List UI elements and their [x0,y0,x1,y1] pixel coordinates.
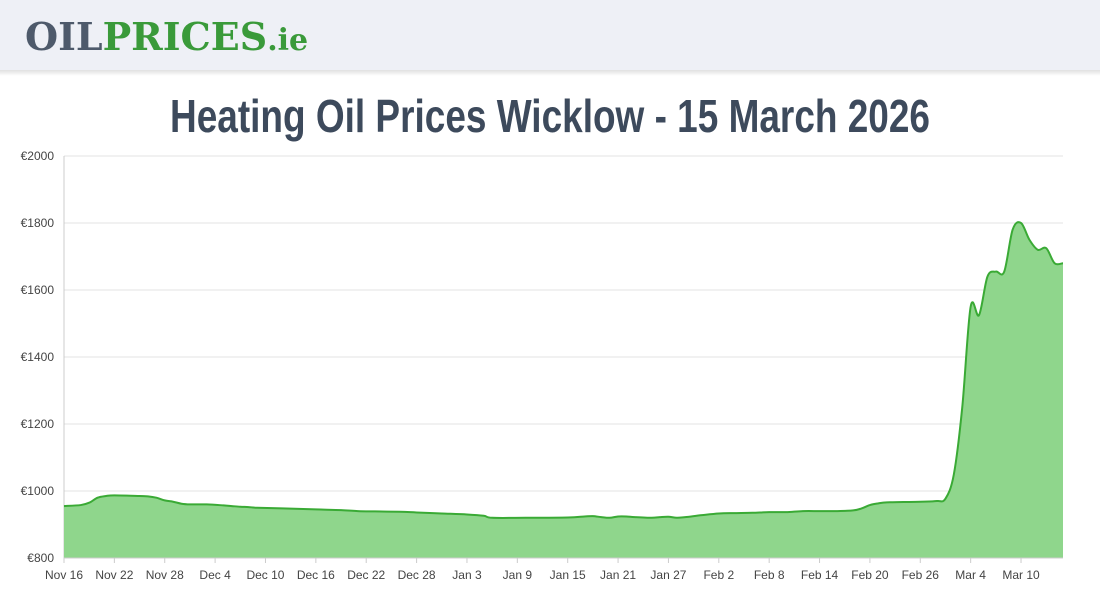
x-tick-label: Mar 10 [1002,568,1040,582]
logo-part: .ie [267,23,308,58]
x-tick-label: Jan 15 [550,568,586,582]
header-shadow [0,70,1100,76]
y-tick-label: €2000 [21,149,55,163]
y-tick-label: €1800 [21,216,55,230]
x-tick-label: Mar 4 [955,568,986,582]
x-tick-label: Dec 16 [297,568,335,582]
logo-part: PRICES [103,14,268,59]
x-tick-label: Feb 8 [754,568,785,582]
x-tick-label: Dec 4 [199,568,231,582]
y-tick-label: €1200 [21,417,55,431]
header-bar [0,0,1100,70]
x-tick-label: Jan 9 [503,568,533,582]
x-tick-label: Feb 20 [851,568,889,582]
x-tick-label: Nov 22 [95,568,133,582]
x-tick-label: Feb 2 [703,568,734,582]
line [63,221,1064,519]
x-tick-label: Dec 28 [398,568,436,582]
x-tick-label: Dec 22 [347,568,385,582]
chart-title: Heating Oil Prices Wicklow - 15 March 20… [170,90,930,142]
y-tick-label: €1400 [21,350,55,364]
x-tick-label: Jan 3 [452,568,482,582]
area [64,222,1063,558]
logo-part: OIL [25,14,103,59]
y-tick-label: €1000 [21,484,55,498]
x-tick-label: Jan 21 [600,568,636,582]
x-tick-label: Feb 26 [902,568,940,582]
x-tick-label: Feb 14 [801,568,839,582]
y-tick-label: €1600 [21,283,55,297]
x-tick-label: Nov 28 [146,568,184,582]
x-tick-label: Dec 10 [246,568,284,582]
logo[interactable]: OILPRICES.ie [25,14,308,59]
y-tick-label: €800 [27,551,54,565]
x-tick-label: Jan 27 [650,568,686,582]
x-tick-label: Nov 16 [45,568,83,582]
